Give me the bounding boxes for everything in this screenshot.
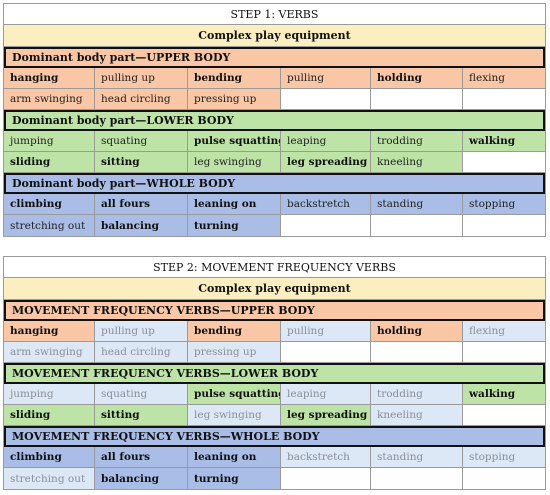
verb-cell: balancing (95, 468, 188, 489)
verb-cell: trodding (371, 384, 463, 404)
step1-whole-header: Dominant body part—WHOLE BODY (4, 173, 545, 194)
verb-cell: standing (371, 447, 463, 467)
verb-cell: pulling up (95, 68, 188, 88)
step2-whole-header: MOVEMENT FREQUENCY VERBS—WHOLE BODY (4, 426, 545, 447)
verb-cell: flexing (463, 321, 545, 341)
verb-cell: stretching out (4, 468, 95, 489)
verb-cell: bending (188, 321, 281, 341)
verb-cell: leaping (281, 384, 371, 404)
verb-cell: stretching out (4, 215, 95, 236)
verb-cell: holding (371, 68, 463, 88)
step2-title: STEP 2: MOVEMENT FREQUENCY VERBS (4, 257, 545, 278)
table-row: arm swinging head circling pressing up (4, 342, 545, 363)
table-row: jumping squating pulse squatting leaping… (4, 384, 545, 405)
step2-upper-header: MOVEMENT FREQUENCY VERBS—UPPER BODY (4, 300, 545, 321)
verb-cell: leg swinging (188, 152, 281, 172)
verb-cell: pulse squatting (188, 131, 281, 151)
verb-cell: trodding (371, 131, 463, 151)
table-row: hanging pulling up bending pulling holdi… (4, 321, 545, 342)
verb-cell: turning (188, 468, 281, 489)
step1-table: STEP 1: VERBS Complex play equipment Dom… (3, 3, 546, 237)
verb-cell: leaning on (188, 447, 281, 467)
verb-cell: hanging (4, 321, 95, 341)
empty-cell (281, 89, 371, 109)
table-row: arm swinging head circling pressing up (4, 89, 545, 110)
verb-cell: pulling (281, 321, 371, 341)
verb-cell: kneeling (371, 152, 463, 172)
empty-cell (371, 342, 463, 362)
empty-cell (463, 342, 545, 362)
step2-lower-header: MOVEMENT FREQUENCY VERBS—LOWER BODY (4, 363, 545, 384)
verb-cell: head circling (95, 342, 188, 362)
verb-cell: turning (188, 215, 281, 236)
empty-cell (463, 152, 545, 172)
table-row: stretching out balancing turning (4, 468, 545, 489)
verb-cell: pressing up (188, 89, 281, 109)
verb-cell: all fours (95, 194, 188, 214)
verb-cell: squating (95, 131, 188, 151)
verb-cell: walking (463, 131, 545, 151)
verb-cell: leg spreading (281, 152, 371, 172)
verb-cell: all fours (95, 447, 188, 467)
table-row: climbing all fours leaning on backstretc… (4, 194, 545, 215)
verb-cell: climbing (4, 194, 95, 214)
verb-cell: leaping (281, 131, 371, 151)
step1-title: STEP 1: VERBS (4, 4, 545, 25)
verb-cell: sitting (95, 152, 188, 172)
verb-cell: climbing (4, 447, 95, 467)
verb-cell: head circling (95, 89, 188, 109)
verb-cell: stopping (463, 194, 545, 214)
verb-cell: leg swinging (188, 405, 281, 425)
table-row: jumping squating pulse squatting leaping… (4, 131, 545, 152)
verb-cell: arm swinging (4, 342, 95, 362)
step2-table: STEP 2: MOVEMENT FREQUENCY VERBS Complex… (3, 256, 546, 490)
table-row: climbing all fours leaning on backstretc… (4, 447, 545, 468)
verb-cell: stopping (463, 447, 545, 467)
verb-cell: standing (371, 194, 463, 214)
empty-cell (463, 89, 545, 109)
empty-cell (463, 468, 545, 489)
empty-cell (281, 468, 371, 489)
table-row: sliding sitting leg swinging leg spreadi… (4, 405, 545, 426)
table-row: stretching out balancing turning (4, 215, 545, 236)
verb-cell: pulling up (95, 321, 188, 341)
verb-cell: balancing (95, 215, 188, 236)
empty-cell (371, 215, 463, 236)
verb-cell: pulling (281, 68, 371, 88)
verb-cell: backstretch (281, 447, 371, 467)
verb-cell: pulse squatting (188, 384, 281, 404)
verb-cell: arm swinging (4, 89, 95, 109)
verb-cell: sliding (4, 152, 95, 172)
step2-equipment-heading: Complex play equipment (4, 278, 545, 300)
verb-cell: leaning on (188, 194, 281, 214)
empty-cell (281, 342, 371, 362)
empty-cell (463, 405, 545, 425)
verb-cell: jumping (4, 131, 95, 151)
verb-cell: hanging (4, 68, 95, 88)
verb-cell: squating (95, 384, 188, 404)
verb-cell: walking (463, 384, 545, 404)
verb-cell: sitting (95, 405, 188, 425)
verb-cell: leg spreading (281, 405, 371, 425)
verb-cell: flexing (463, 68, 545, 88)
verb-cell: bending (188, 68, 281, 88)
table-row: hanging pulling up bending pulling holdi… (4, 68, 545, 89)
verb-cell: holding (371, 321, 463, 341)
step1-upper-header: Dominant body part—UPPER BODY (4, 47, 545, 68)
step1-lower-header: Dominant body part—LOWER BODY (4, 110, 545, 131)
verb-cell: sliding (4, 405, 95, 425)
empty-cell (463, 215, 545, 236)
empty-cell (281, 215, 371, 236)
verb-cell: backstretch (281, 194, 371, 214)
step1-equipment-heading: Complex play equipment (4, 25, 545, 47)
verb-cell: kneeling (371, 405, 463, 425)
table-row: sliding sitting leg swinging leg spreadi… (4, 152, 545, 173)
verb-cell: jumping (4, 384, 95, 404)
empty-cell (371, 468, 463, 489)
verb-cell: pressing up (188, 342, 281, 362)
empty-cell (371, 89, 463, 109)
